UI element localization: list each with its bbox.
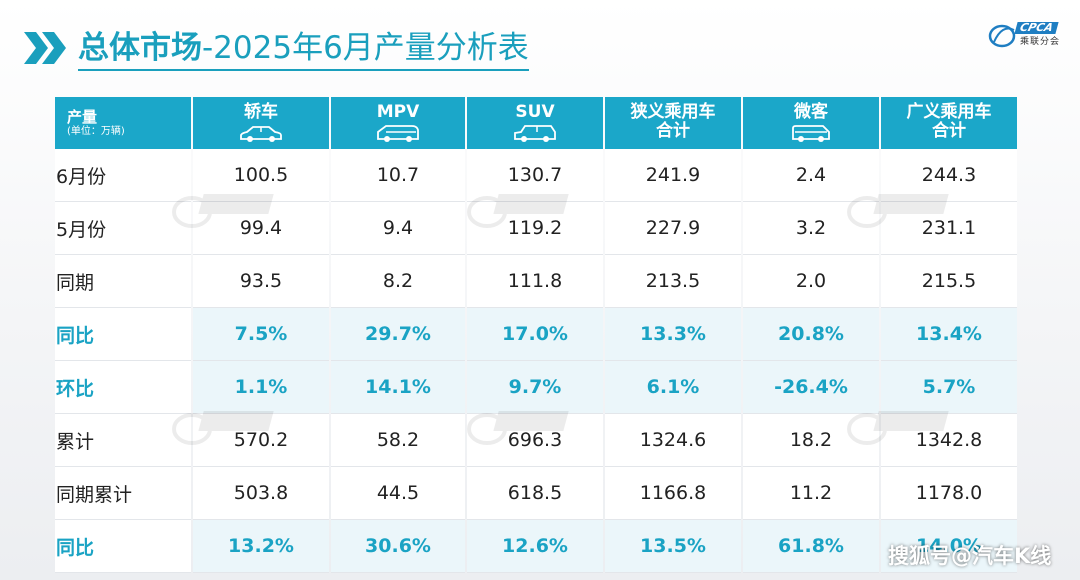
table-cell: 58.2 bbox=[331, 414, 465, 467]
table-cell: 10.7 bbox=[331, 149, 465, 202]
table-cell: 119.2 bbox=[467, 202, 603, 255]
table-cell: 9.4 bbox=[331, 202, 465, 255]
table-cell: 11.2 bbox=[743, 467, 879, 520]
table-cell: 130.7 bbox=[467, 149, 603, 202]
table-row: 环比 1.1% 14.1% 9.7% 6.1% -26.4% 5.7% bbox=[55, 361, 1017, 414]
column-header-sedan: 轿车 bbox=[193, 97, 329, 149]
table-cell: 111.8 bbox=[467, 255, 603, 308]
table-cell: 8.2 bbox=[331, 255, 465, 308]
row-label: 同比 bbox=[55, 308, 191, 361]
table-cell: 503.8 bbox=[193, 467, 329, 520]
table-cell: 100.5 bbox=[193, 149, 329, 202]
table-cell: 17.0% bbox=[467, 308, 603, 361]
table-row: 同期累计 503.8 44.5 618.5 1166.8 11.2 1178.0 bbox=[55, 467, 1017, 520]
column-header-suv: SUV bbox=[467, 97, 603, 149]
table-cell: -26.4% bbox=[743, 361, 879, 414]
table-cell: 9.7% bbox=[467, 361, 603, 414]
table-cell: 14.1% bbox=[331, 361, 465, 414]
table-cell: 231.1 bbox=[881, 202, 1017, 255]
corner-header: 产量 (单位：万辆) bbox=[55, 97, 191, 149]
table-header-row: 产量 (单位：万辆) 轿车 MPV SUV bbox=[55, 97, 1017, 149]
page-title-rest: -2025年6月产量分析表 bbox=[202, 30, 529, 66]
table-cell: 696.3 bbox=[467, 414, 603, 467]
table-body: 6月份 100.5 10.7 130.7 241.9 2.4 244.3 5月份 99.4 9.4… bbox=[55, 149, 1017, 573]
table-cell: 93.5 bbox=[193, 255, 329, 308]
table-cell: 20.8% bbox=[743, 308, 879, 361]
page-title-bold: 总体市场 bbox=[78, 30, 202, 66]
logo-subtitle: 乘联分会 bbox=[1020, 37, 1061, 47]
table-cell: 30.6% bbox=[331, 520, 465, 573]
column-label: SUV bbox=[515, 102, 555, 122]
row-label: 累计 bbox=[55, 414, 191, 467]
table-cell: 227.9 bbox=[605, 202, 741, 255]
sedan-icon bbox=[240, 126, 282, 142]
table-cell: 18.2 bbox=[743, 414, 879, 467]
table-cell: 1324.6 bbox=[605, 414, 741, 467]
logo-text: CPCA bbox=[1014, 21, 1059, 34]
table-row: 5月份 99.4 9.4 119.2 227.9 3.2 231.1 bbox=[55, 202, 1017, 255]
table-cell: 1342.8 bbox=[881, 414, 1017, 467]
table-cell: 213.5 bbox=[605, 255, 741, 308]
row-label: 同期累计 bbox=[55, 467, 191, 520]
row-label: 5月份 bbox=[55, 202, 191, 255]
table-cell: 12.6% bbox=[467, 520, 603, 573]
table-row: 累计 570.2 58.2 696.3 1324.6 18.2 1342.8 bbox=[55, 414, 1017, 467]
cpca-logo-icon bbox=[988, 24, 1016, 48]
table-cell: 6.1% bbox=[605, 361, 741, 414]
table-cell: 244.3 bbox=[881, 149, 1017, 202]
table-cell: 1178.0 bbox=[881, 467, 1017, 520]
suv-icon bbox=[514, 125, 556, 142]
table-cell: 99.4 bbox=[193, 202, 329, 255]
column-header-minivan: 微客 bbox=[743, 97, 879, 149]
mpv-icon bbox=[377, 125, 419, 142]
production-table: 产量 (单位：万辆) 轿车 MPV SUV bbox=[53, 97, 1019, 573]
table-cell: 13.4% bbox=[881, 308, 1017, 361]
table-row: 同期 93.5 8.2 111.8 213.5 2.0 215.5 bbox=[55, 255, 1017, 308]
column-header-narrow-passenger-total: 狭义乘用车合计 bbox=[605, 97, 741, 149]
table-cell: 13.5% bbox=[605, 520, 741, 573]
column-label: MPV bbox=[376, 102, 420, 122]
corner-label: 产量 bbox=[67, 108, 98, 126]
column-label: 轿车 bbox=[244, 102, 278, 122]
table-cell: 5.7% bbox=[881, 361, 1017, 414]
table-cell: 1166.8 bbox=[605, 467, 741, 520]
table-cell: 618.5 bbox=[467, 467, 603, 520]
table-cell: 2.0 bbox=[743, 255, 879, 308]
table-cell: 1.1% bbox=[193, 361, 329, 414]
row-label: 同期 bbox=[55, 255, 191, 308]
footer-watermark: 搜狐号@汽车K线 bbox=[888, 544, 1052, 568]
column-header-mpv: MPV bbox=[331, 97, 465, 149]
page-title: 总体市场-2025年6月产量分析表 bbox=[78, 27, 529, 71]
row-label: 6月份 bbox=[55, 149, 191, 202]
column-label: 广义乘用车合计 bbox=[906, 102, 992, 141]
table-cell: 14.0% bbox=[881, 520, 1017, 573]
table-row: 6月份 100.5 10.7 130.7 241.9 2.4 244.3 bbox=[55, 149, 1017, 202]
table-cell: 215.5 bbox=[881, 255, 1017, 308]
double-chevron-right-icon bbox=[24, 32, 66, 64]
column-label: 微客 bbox=[794, 102, 828, 122]
table-cell: 241.9 bbox=[605, 149, 741, 202]
minivan-icon bbox=[792, 125, 830, 142]
corner-unit: (单位：万辆) bbox=[67, 126, 125, 137]
table-row: 同比 7.5% 29.7% 17.0% 13.3% 20.8% 13.4% bbox=[55, 308, 1017, 361]
column-header-broad-passenger-total: 广义乘用车合计 bbox=[881, 97, 1017, 149]
table-row: 同比 13.2% 30.6% 12.6% 13.5% 61.8% 14.0% bbox=[55, 520, 1017, 573]
table-cell: 7.5% bbox=[193, 308, 329, 361]
table-cell: 2.4 bbox=[743, 149, 879, 202]
table-cell: 44.5 bbox=[331, 467, 465, 520]
row-label: 同比 bbox=[55, 520, 191, 573]
table-cell: 13.3% bbox=[605, 308, 741, 361]
row-label: 环比 bbox=[55, 361, 191, 414]
column-label: 狭义乘用车合计 bbox=[630, 102, 716, 141]
table-cell: 29.7% bbox=[331, 308, 465, 361]
table-cell: 61.8% bbox=[743, 520, 879, 573]
table-cell: 3.2 bbox=[743, 202, 879, 255]
table-cell: 13.2% bbox=[193, 520, 329, 573]
table-cell: 570.2 bbox=[193, 414, 329, 467]
